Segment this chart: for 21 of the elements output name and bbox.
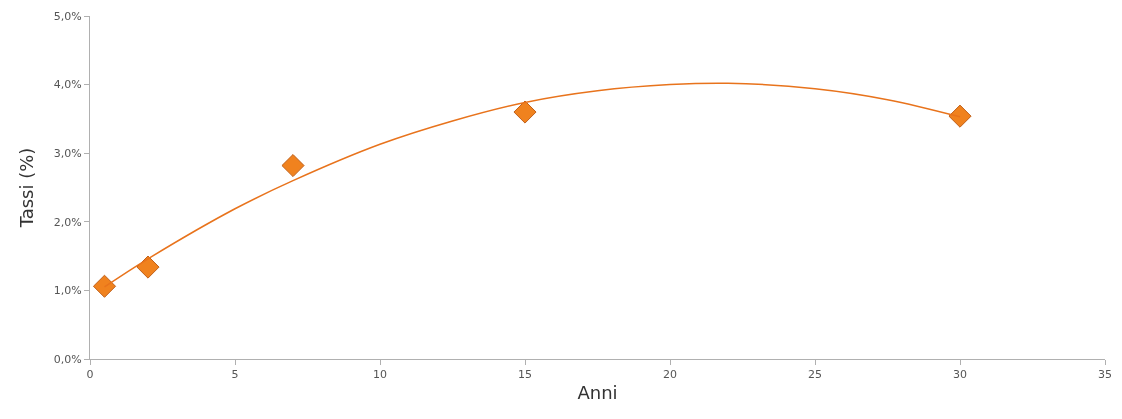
x-axis-title: Anni [577, 382, 618, 404]
y-tick-label: 5,0% [53, 9, 82, 23]
point [281, 154, 305, 178]
x-tick-label: 0 [86, 368, 94, 382]
y-tick-label: 2,0% [53, 215, 82, 229]
x-tick-label: 20 [663, 368, 677, 382]
y-tick-label: 0,0% [53, 352, 82, 366]
point [92, 274, 117, 298]
point [513, 100, 537, 124]
x-tick-label: 30 [953, 368, 967, 382]
y-tick-label: 4,0% [53, 78, 82, 92]
x-tick-label: 35 [1098, 368, 1112, 382]
point [136, 255, 160, 279]
y-tick-label: 3,0% [53, 147, 82, 161]
x-tick-label: 15 [518, 368, 532, 382]
x-tick-label: 25 [808, 368, 822, 382]
y-tick-label: 1,0% [53, 284, 82, 298]
x-tick-label: 10 [373, 368, 387, 382]
y-axis-title: Tassi (%) [16, 147, 38, 229]
point [948, 104, 972, 128]
x-tick-label: 5 [231, 368, 239, 382]
